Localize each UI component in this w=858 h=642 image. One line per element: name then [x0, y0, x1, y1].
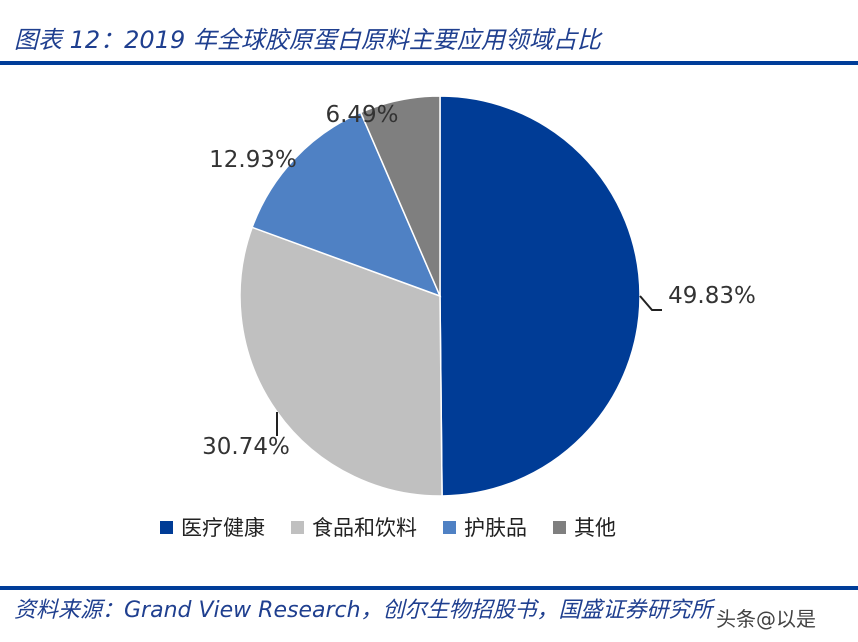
legend-swatch	[291, 520, 304, 534]
legend-label: 医疗健康	[181, 516, 265, 540]
figure-title: 图表 12：2019 年全球胶原蛋白原料主要应用领域占比	[14, 26, 601, 54]
pie-slice-1	[239, 226, 443, 497]
pie-slice-0	[439, 95, 641, 497]
legend-label: 护肤品	[464, 516, 527, 540]
data-label: 30.74%	[202, 434, 290, 460]
source-note: 资料来源：Grand View Research，创尔生物招股书，国盛证券研究所	[14, 598, 713, 623]
legend-label: 其他	[574, 516, 616, 540]
watermark: 头条@以是	[716, 607, 816, 631]
pie-slice-2	[251, 111, 442, 298]
legend-item: 护肤品	[443, 512, 527, 542]
pie-slice-3	[359, 95, 441, 297]
legend-swatch	[553, 520, 566, 534]
data-label: 6.49%	[325, 102, 398, 128]
legend-swatch	[160, 520, 173, 534]
legend-swatch	[443, 520, 456, 534]
leader-line	[639, 295, 662, 311]
legend-label: 食品和饮料	[312, 516, 417, 540]
data-label: 49.83%	[668, 283, 756, 309]
legend-item: 其他	[553, 512, 616, 542]
legend-item: 食品和饮料	[291, 512, 417, 542]
legend-item: 医疗健康	[160, 512, 265, 542]
title-rule	[0, 61, 858, 65]
data-label: 12.93%	[209, 147, 297, 173]
source-rule	[0, 586, 858, 590]
legend: 医疗健康 食品和饮料 护肤品 其他	[160, 512, 616, 542]
